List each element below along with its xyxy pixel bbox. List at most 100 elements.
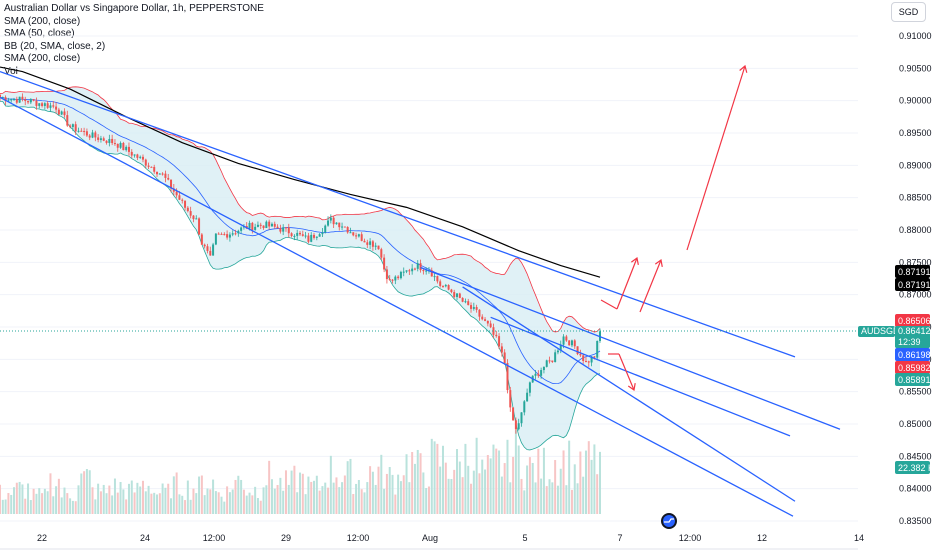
candle-body xyxy=(293,235,296,237)
volume-bar xyxy=(237,475,240,514)
projection-arrow[interactable] xyxy=(686,65,746,251)
volume-bar xyxy=(540,478,543,514)
volume-bar xyxy=(139,486,142,514)
candle-body xyxy=(461,297,464,302)
candle-body xyxy=(512,407,515,421)
candle-body xyxy=(456,293,459,297)
candle-body xyxy=(200,234,203,245)
price-badge xyxy=(895,265,930,278)
candle-body xyxy=(338,222,341,228)
candle-body xyxy=(0,94,1,98)
candle-body xyxy=(141,156,144,160)
candle-body xyxy=(596,340,599,358)
candle-body xyxy=(304,235,307,237)
volume-bar xyxy=(512,456,515,514)
candle-body xyxy=(500,346,503,353)
price-tick-label: 0.87500 xyxy=(899,257,932,267)
projections[interactable] xyxy=(600,64,748,392)
candle-body xyxy=(136,154,139,158)
trendline[interactable] xyxy=(490,316,791,437)
candle-body xyxy=(38,103,41,106)
volume-bar xyxy=(214,491,217,514)
volume-bar xyxy=(478,473,481,514)
volume-bar xyxy=(203,495,206,514)
candle-body xyxy=(265,221,268,229)
volume-bar xyxy=(380,454,383,514)
legend-item-sma50[interactable]: SMA (50, close) xyxy=(4,28,75,39)
volume-bar xyxy=(593,444,596,514)
candle-body xyxy=(371,241,374,247)
trendlines[interactable] xyxy=(0,70,841,517)
volume-bar xyxy=(408,482,411,514)
candle-body xyxy=(313,234,316,238)
time-axis[interactable]: 22 24 12:00 29 12:00 Aug 5 7 12:00 12 14 xyxy=(37,533,864,543)
volume-bar xyxy=(1,499,4,514)
price-tick-label: 0.89500 xyxy=(899,128,932,138)
legend-item-vol[interactable]: Vol xyxy=(4,65,18,77)
volume-bar xyxy=(10,494,13,514)
volume-bar xyxy=(341,482,344,514)
volume-bar xyxy=(7,493,10,514)
legend-item-bb[interactable]: BB (20, SMA, close, 2) xyxy=(4,40,106,52)
volume-bar xyxy=(254,486,257,514)
trendline[interactable] xyxy=(0,96,794,517)
currency-button[interactable]: SGD xyxy=(891,2,926,22)
volume-bar xyxy=(399,481,402,514)
volume-bar xyxy=(481,459,484,514)
volume-bar xyxy=(71,500,74,514)
volume-bar xyxy=(284,470,287,514)
candle-body xyxy=(436,276,439,282)
volume-bar xyxy=(374,484,377,514)
volume-bar xyxy=(192,488,195,514)
volume-bar xyxy=(0,484,1,514)
volume-bar xyxy=(506,439,509,514)
candle-body xyxy=(478,309,481,317)
trendline[interactable] xyxy=(0,70,796,358)
candle-body xyxy=(49,105,52,108)
volume-bar xyxy=(83,471,86,514)
candle-body xyxy=(282,227,285,232)
volume-bar xyxy=(570,489,573,514)
volume-bar xyxy=(242,489,245,514)
volume-bar xyxy=(526,465,529,514)
tradingview-logo-icon[interactable] xyxy=(661,513,677,529)
volume-bar xyxy=(273,488,276,514)
time-tick-label: 29 xyxy=(281,533,291,543)
projection-arrow[interactable] xyxy=(618,353,635,391)
candle-body xyxy=(458,293,461,298)
candle-body xyxy=(240,227,243,231)
candle-body xyxy=(7,100,10,102)
price-tick-label: 0.91000 xyxy=(899,31,932,41)
projection-arrow[interactable] xyxy=(639,259,662,313)
volume-bar xyxy=(520,478,523,514)
candle-body xyxy=(523,401,526,413)
volume-bar xyxy=(195,493,198,514)
projection-arrow[interactable] xyxy=(616,257,638,310)
legend-item-sma200[interactable]: SMA (200, close) xyxy=(4,15,81,27)
volume-bar xyxy=(559,468,562,514)
candle-body xyxy=(99,138,102,140)
candle-body xyxy=(220,233,223,235)
legend-item-sma200-b[interactable]: SMA (200, close) xyxy=(4,53,81,64)
volume-bar xyxy=(189,499,192,514)
trendline[interactable] xyxy=(462,286,796,502)
candle-body xyxy=(430,270,433,277)
volume-bar xyxy=(405,454,408,514)
volume-bar xyxy=(226,486,229,514)
volume-bar xyxy=(94,499,97,514)
candle-body xyxy=(374,245,377,247)
candle-body xyxy=(80,130,83,132)
candle-body xyxy=(284,227,287,229)
volume-bar xyxy=(231,489,234,514)
volume-bar xyxy=(307,476,310,514)
moving-averages xyxy=(0,66,601,278)
bb-fill xyxy=(0,86,600,450)
trendline[interactable] xyxy=(420,266,841,430)
candle-body xyxy=(290,233,293,237)
volume-bar xyxy=(43,488,46,514)
volume-bar xyxy=(113,478,116,514)
candle-body xyxy=(88,135,91,138)
candle-body xyxy=(83,130,86,132)
candle-body xyxy=(542,366,545,371)
